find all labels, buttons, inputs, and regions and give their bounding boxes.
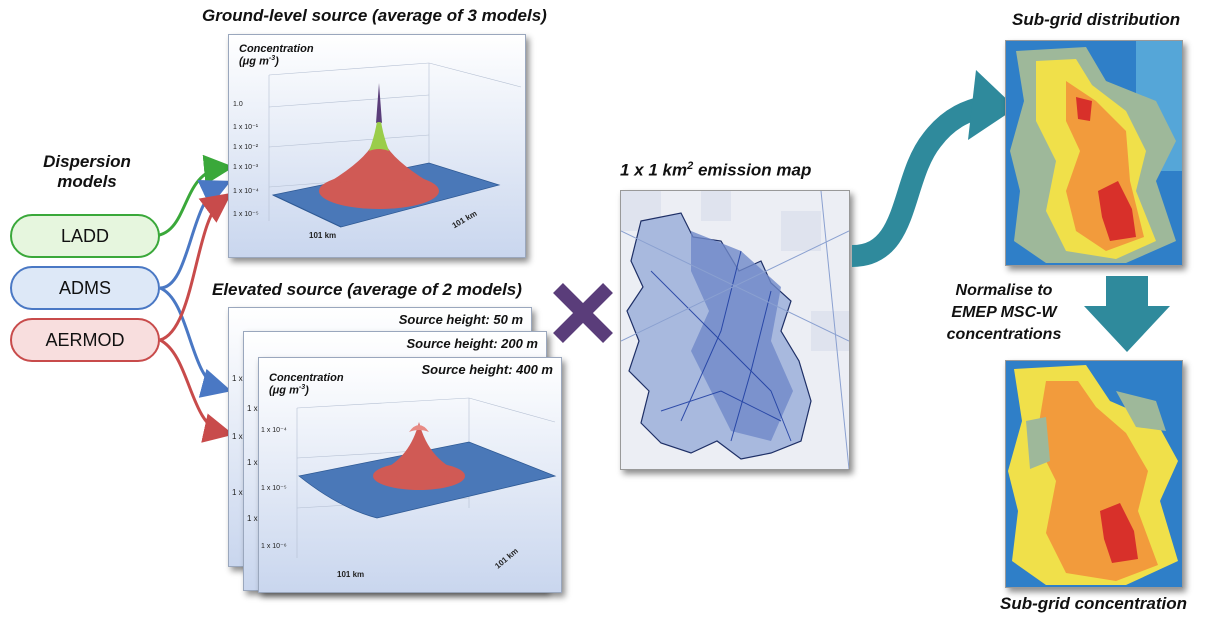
ground-tick-3: 1 x 10⁻³ — [233, 164, 259, 171]
elevated-plot-400m: Source height: 400 m Concentration (μg m… — [258, 357, 562, 593]
subgrid-distribution-graphic — [1006, 41, 1182, 265]
elevated-tick-1: 1 x 10⁻⁵ — [261, 485, 287, 492]
ground-axis-x: 101 km — [309, 231, 337, 240]
back-tick-1: 1 x — [232, 374, 243, 383]
subgrid-distribution-map — [1005, 40, 1183, 266]
normalise-down-arrow — [1084, 276, 1170, 352]
ground-level-plot: Concentration (μg m-3) 1.0 1 x 10⁻¹ 1 x … — [228, 34, 526, 258]
subgrid-distribution-title: Sub-grid distribution — [1012, 10, 1181, 29]
dispersion-models-label: Dispersion models — [43, 152, 131, 191]
subgrid-concentration-map — [1005, 360, 1183, 588]
back-tick-6: 1 x — [247, 514, 258, 523]
source-height-50: Source height: 50 m — [398, 312, 523, 327]
elevated-surface — [296, 397, 557, 558]
elevated-title: Elevated source (average of 2 models) — [212, 280, 522, 299]
ground-surface — [268, 62, 522, 228]
ground-tick-5: 1 x 10⁻⁵ — [233, 211, 259, 218]
ground-tick-0: 1.0 — [233, 101, 243, 108]
normalise-label: Normalise to EMEP MSC-W concentrations — [946, 282, 1062, 343]
ladd-arrow — [151, 154, 234, 238]
ground-tick-1: 1 x 10⁻¹ — [233, 124, 259, 131]
elevated-tick-2: 1 x 10⁻⁶ — [261, 543, 287, 550]
adms-arrow-ground — [159, 180, 231, 290]
elevated-axis-x: 101 km — [337, 570, 365, 579]
source-height-200: Source height: 200 m — [406, 336, 538, 351]
emission-map-title: 1 x 1 km2 emission map — [620, 160, 812, 180]
aermod-arrow-ground — [159, 192, 232, 342]
back-tick-3: 1 x — [232, 488, 243, 497]
subgrid-concentration-graphic — [1006, 361, 1182, 587]
subgrid-concentration-title: Sub-grid concentration — [1000, 594, 1187, 613]
multiply-icon — [553, 283, 613, 343]
ground-conc-label: Concentration (μg m-3) — [239, 43, 314, 68]
emission-map-graphic — [621, 191, 849, 469]
ground-tick-2: 1 x 10⁻² — [233, 144, 259, 151]
to-subgrid-arrow — [851, 70, 1016, 267]
adms-arrow-elevated — [159, 286, 232, 398]
emission-map — [620, 190, 850, 470]
elevated-conc-label: Concentration (μg m-3) — [269, 372, 344, 397]
source-height-400: Source height: 400 m — [421, 362, 553, 377]
aermod-arrow-elevated — [159, 338, 234, 443]
model-ladd: LADD — [10, 214, 160, 258]
model-aermod: AERMOD — [10, 318, 160, 362]
back-tick-4: 1 x — [247, 404, 258, 413]
elevated-tick-0: 1 x 10⁻⁴ — [261, 427, 287, 434]
ground-level-title: Ground-level source (average of 3 models… — [202, 6, 547, 25]
back-tick-5: 1 x — [247, 458, 258, 467]
model-adms: ADMS — [10, 266, 160, 310]
back-tick-2: 1 x — [232, 432, 243, 441]
ground-tick-4: 1 x 10⁻⁴ — [233, 188, 259, 195]
